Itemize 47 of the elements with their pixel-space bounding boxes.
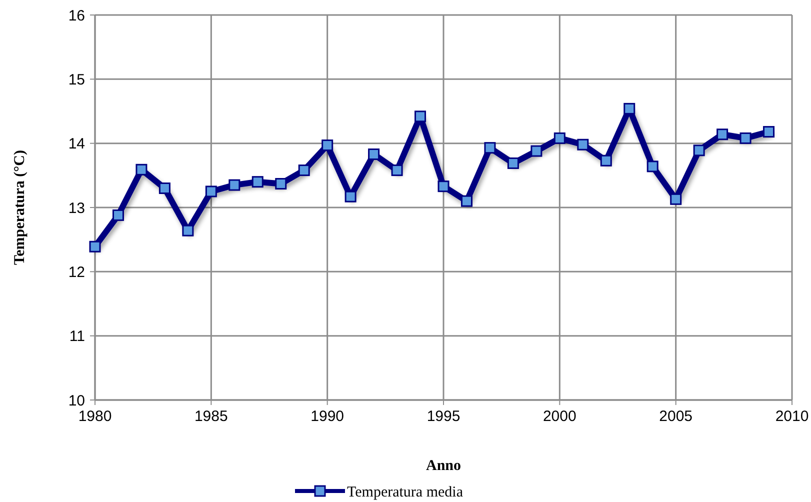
- y-tick-label: 11: [69, 328, 85, 346]
- point: [600, 154, 612, 166]
- point: [158, 182, 170, 194]
- point: [391, 164, 403, 176]
- y-tick-label: 14: [68, 136, 85, 153]
- point: [252, 176, 264, 188]
- point: [89, 240, 101, 252]
- x-tick-label: 2010: [775, 408, 809, 425]
- y-tick-label: 13: [68, 200, 85, 217]
- y-tick-label: 12: [68, 264, 85, 281]
- point: [344, 190, 356, 202]
- point: [275, 178, 287, 190]
- x-tick-label: 1985: [194, 408, 228, 425]
- y-tick-label: 10: [68, 392, 85, 410]
- point: [763, 126, 775, 138]
- point: [693, 144, 705, 156]
- point: [507, 157, 519, 169]
- x-axis-title: Anno: [426, 458, 462, 474]
- point: [577, 138, 589, 150]
- point: [646, 160, 658, 172]
- x-tick-label: 1990: [310, 408, 344, 425]
- point: [670, 193, 682, 205]
- point: [228, 179, 240, 191]
- y-tick-label: 15: [68, 71, 85, 88]
- point: [414, 110, 426, 122]
- point: [460, 195, 472, 207]
- point: [182, 224, 194, 236]
- point: [298, 164, 310, 176]
- point: [205, 186, 217, 198]
- y-axis-title: Temperatura (°C): [12, 150, 28, 266]
- point: [740, 132, 752, 144]
- point: [530, 145, 542, 157]
- point: [484, 142, 496, 154]
- point: [136, 164, 148, 176]
- point: [716, 128, 728, 140]
- legend-label: Temperatura media: [347, 484, 464, 500]
- point: [368, 148, 380, 160]
- y-tick-label: 16: [68, 7, 85, 24]
- point: [438, 180, 450, 192]
- point: [624, 102, 636, 114]
- x-tick-label: 1995: [426, 408, 460, 425]
- x-tick-label: 1980: [78, 408, 112, 425]
- point: [322, 140, 334, 152]
- point: [554, 132, 566, 144]
- x-tick-label: 2005: [659, 408, 693, 425]
- x-tick-label: 2000: [542, 408, 576, 425]
- point: [112, 209, 124, 221]
